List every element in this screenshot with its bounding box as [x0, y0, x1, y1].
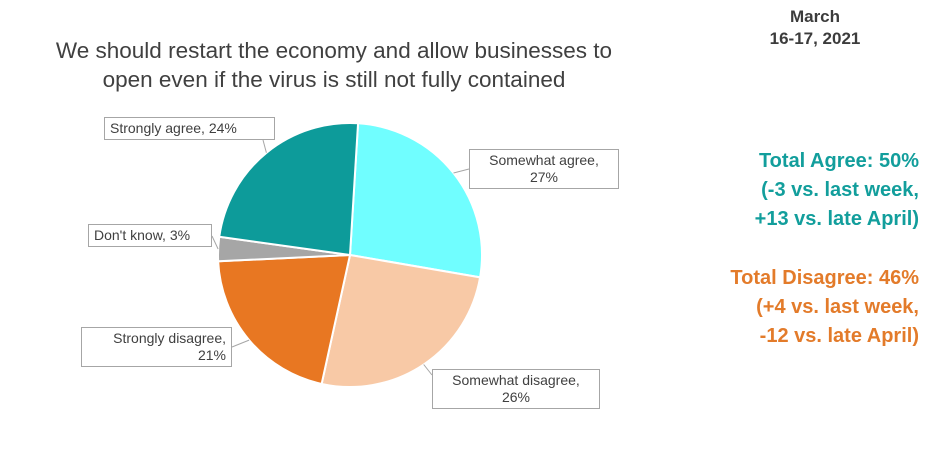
total-agree-summary: Total Agree: 50% (-3 vs. last week, +13 …: [679, 147, 919, 234]
disagree-vs-late-april: -12 vs. late April): [759, 325, 919, 347]
pie-slice-strongly-disagree: [217, 253, 352, 386]
total-agree-line: Total Agree: 50%: [758, 150, 919, 172]
leader-line: [453, 168, 470, 174]
leader-line: [211, 235, 219, 250]
callout-dont-know: Don't know, 3%: [88, 224, 212, 247]
pie-slice-somewhat-agree: [348, 122, 483, 279]
callout-somewhat-agree-line-2: 27%: [529, 169, 559, 185]
total-disagree-line: Total Disagree: 46%: [730, 267, 919, 289]
agree-vs-late-april: +13 vs. late April): [754, 208, 919, 230]
chart-title-line-1: We should restart the economy and allow …: [55, 38, 613, 63]
leader-line: [231, 339, 250, 348]
chart-title: We should restart the economy and allow …: [14, 36, 654, 94]
callout-somewhat-agree-line-1: Somewhat agree,: [489, 152, 599, 168]
callout-strongly-agree: Strongly agree, 24%: [104, 117, 275, 140]
callout-somewhat-agree: Somewhat agree, 27%: [469, 149, 619, 189]
survey-date: March 16-17, 2021: [740, 6, 890, 50]
callout-dont-know-line-1: Don't know, 3%: [94, 227, 191, 243]
total-disagree-summary: Total Disagree: 46% (+4 vs. last week, -…: [679, 264, 919, 351]
callout-somewhat-disagree: Somewhat disagree, 26%: [432, 369, 600, 409]
pie-slice-somewhat-disagree: [320, 253, 482, 389]
survey-date-month: March: [789, 7, 841, 26]
chart-title-line-2: open even if the virus is still not full…: [102, 67, 566, 92]
pie-slice-strongly-agree: [218, 122, 360, 257]
leader-line: [423, 364, 433, 376]
callout-strongly-disagree-line-1: Strongly disagree,: [113, 330, 226, 346]
disagree-vs-last-week: (+4 vs. last week,: [756, 296, 919, 318]
callout-strongly-disagree-line-2: 21%: [197, 347, 226, 363]
callout-strongly-agree-line-1: Strongly agree, 24%: [110, 120, 237, 136]
callout-somewhat-disagree-line-1: Somewhat disagree,: [452, 372, 580, 388]
callout-somewhat-disagree-line-2: 26%: [501, 389, 531, 405]
survey-date-days: 16-17, 2021: [769, 29, 861, 48]
leader-line: [262, 139, 267, 153]
callout-strongly-disagree: Strongly disagree, 21%: [81, 327, 232, 367]
agree-vs-last-week: (-3 vs. last week,: [761, 179, 919, 201]
